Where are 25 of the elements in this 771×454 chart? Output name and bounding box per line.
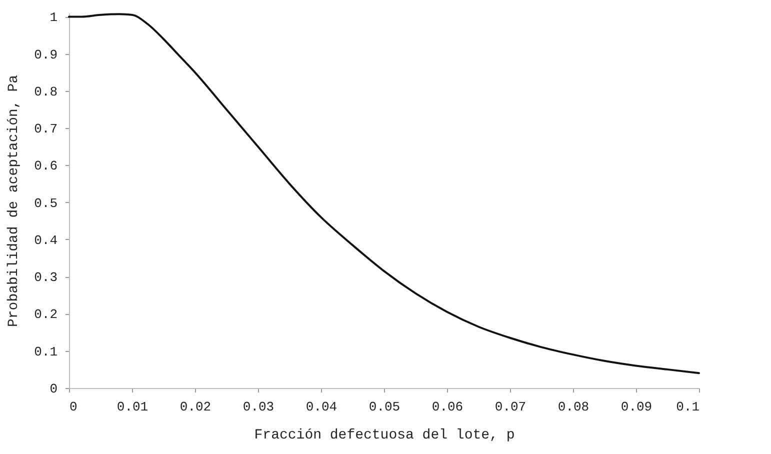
x-tick-label: 0.04 — [306, 400, 338, 414]
x-tick-label: 0.03 — [242, 400, 274, 414]
y-tick-label: 0.2 — [34, 307, 58, 322]
y-tick-label: 0.6 — [34, 158, 58, 174]
x-tick-label: 0.05 — [368, 400, 400, 414]
x-tick-label: 0.08 — [558, 400, 590, 414]
y-tick-label: 0.8 — [34, 84, 58, 100]
y-tick-label: 0.9 — [34, 47, 58, 62]
y-tick-label: 0.1 — [34, 344, 58, 360]
y-tick-label: 0.5 — [34, 196, 58, 211]
x-axis-title: Fracción defectuosa del lote, p — [254, 428, 515, 444]
x-tick-label: 0.02 — [180, 400, 212, 414]
y-tick-label: 0.4 — [34, 232, 58, 248]
y-tick-label: 0.7 — [34, 122, 58, 137]
y-axis-title: Probabilidad de aceptación, Pa — [6, 74, 22, 328]
x-tick-label: 0.1 — [676, 400, 700, 414]
y-tick-label: 0.3 — [34, 270, 58, 286]
y-tick-label: 1 — [50, 10, 58, 26]
x-tick-label: 0.01 — [116, 400, 148, 414]
x-tick-label: 0.06 — [432, 400, 464, 414]
x-tick-label: 0.09 — [620, 400, 652, 414]
x-tick-label: 0 — [70, 400, 78, 414]
x-tick-label: 0.07 — [494, 400, 526, 414]
y-tick-label: 0 — [50, 382, 58, 396]
line-series — [68, 13, 700, 374]
